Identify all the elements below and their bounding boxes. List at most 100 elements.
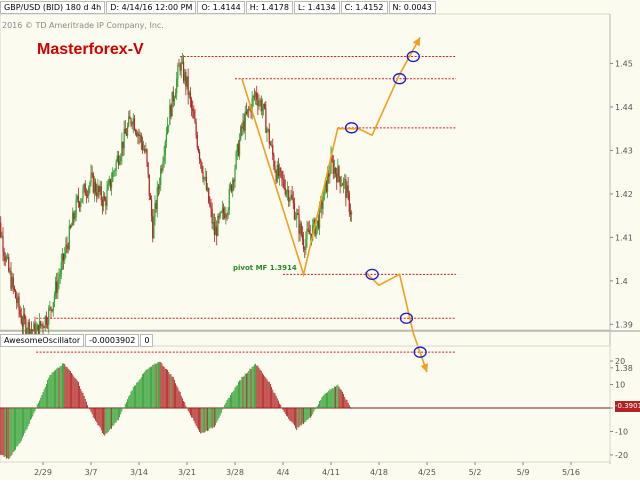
candle-body <box>190 92 191 99</box>
candle-body <box>193 111 194 118</box>
x-tick-label: 5/9 <box>517 468 530 477</box>
candle-body <box>102 200 103 206</box>
candle-body <box>284 180 285 188</box>
candle-body <box>154 203 155 217</box>
candle-body <box>72 212 73 225</box>
candle-body <box>129 117 130 119</box>
candle-body <box>350 212 351 215</box>
candle-body <box>181 62 182 71</box>
candle-body <box>191 100 192 109</box>
candle-body <box>93 174 94 193</box>
candle-body <box>160 169 161 186</box>
candle-body <box>140 135 141 136</box>
ao-y-tick-label: -20 <box>615 451 628 460</box>
x-tick-label: 3/14 <box>130 468 148 477</box>
candle-body <box>183 62 184 81</box>
candle-body <box>290 195 291 199</box>
candle-body <box>70 226 71 227</box>
candle-body <box>266 129 267 132</box>
projection-down-arrow <box>421 363 429 372</box>
candle-body <box>88 188 89 196</box>
candle-body <box>206 177 207 190</box>
candle-body <box>329 173 330 176</box>
candle-body <box>97 186 98 197</box>
candle-body <box>345 179 346 198</box>
candle-body <box>188 76 189 95</box>
candle-body <box>258 102 259 106</box>
candle-body <box>200 159 201 162</box>
candle-body <box>66 245 67 246</box>
candle-body <box>80 202 81 207</box>
price-y-tick-label: 1.43 <box>615 146 633 155</box>
high-label: H: 1.4178 <box>246 1 293 14</box>
candle-body <box>172 92 173 117</box>
price-y-tick-label: 1.44 <box>615 103 633 112</box>
candle-body <box>217 216 218 236</box>
candle-body <box>238 144 239 156</box>
candle-body <box>248 109 249 110</box>
candle-body <box>247 109 248 113</box>
candle-body <box>28 322 29 331</box>
ao-y-tick-label: -10 <box>615 427 628 436</box>
candle-body <box>201 162 202 171</box>
candle-body <box>104 196 105 200</box>
oscillator-name[interactable]: AwesomeOscillator <box>0 334 84 347</box>
symbol-label[interactable]: GBP/USD (BID) 180 d 4h <box>0 1 105 14</box>
candle-body <box>244 121 245 131</box>
candle-body <box>167 125 168 133</box>
candle-body <box>166 134 167 142</box>
candle-body <box>228 210 229 215</box>
candle-body <box>198 148 199 152</box>
candle-body <box>212 209 213 224</box>
candle-body <box>294 203 295 219</box>
brand-title: Masterforex-V <box>37 41 144 59</box>
candle-body <box>280 168 281 171</box>
candle-body <box>234 168 235 181</box>
candle-body <box>117 156 118 162</box>
candle-body <box>8 257 9 271</box>
candle-body <box>125 129 126 134</box>
candle-body <box>262 108 263 112</box>
candle-body <box>58 277 59 281</box>
candle-body <box>173 92 174 102</box>
candle-body <box>226 215 227 216</box>
projection-up-path <box>338 37 420 135</box>
candle-body <box>149 174 150 196</box>
candle-body <box>22 323 23 327</box>
candle-body <box>90 173 91 183</box>
candle-body <box>95 182 96 193</box>
candle-body <box>45 316 46 327</box>
candle-body <box>302 235 303 240</box>
candle-body <box>124 129 125 148</box>
candle-body <box>192 109 193 111</box>
candle-body <box>292 195 293 199</box>
candle-body <box>120 156 121 161</box>
candle-body <box>209 203 210 206</box>
candle-body <box>143 149 144 150</box>
candle-body <box>335 168 336 173</box>
candle-body <box>60 274 61 278</box>
candle-body <box>240 127 241 140</box>
candle-body <box>9 271 10 272</box>
candle-body <box>165 142 166 155</box>
oscillator-frame <box>0 346 610 462</box>
candle-body <box>204 177 205 179</box>
candle-body <box>276 171 277 181</box>
candle-body <box>69 226 70 249</box>
candle-body <box>106 190 107 206</box>
x-tick-label: 3/7 <box>85 468 98 477</box>
projection-lines <box>242 37 428 372</box>
candle-body <box>127 126 128 136</box>
candle-body <box>268 129 269 130</box>
candle-body <box>256 93 257 101</box>
candle-body <box>2 236 3 252</box>
candle-body <box>334 168 335 174</box>
date-label: D: 4/14/16 12:00 PM <box>106 1 196 14</box>
candle-body <box>6 257 7 261</box>
price-y-tick-label: 1.41 <box>615 233 633 242</box>
candle-body <box>215 226 216 235</box>
candle-body <box>48 308 49 324</box>
candle-body <box>349 193 350 212</box>
x-tick-label: 4/18 <box>370 468 388 477</box>
candle-body <box>151 200 152 217</box>
